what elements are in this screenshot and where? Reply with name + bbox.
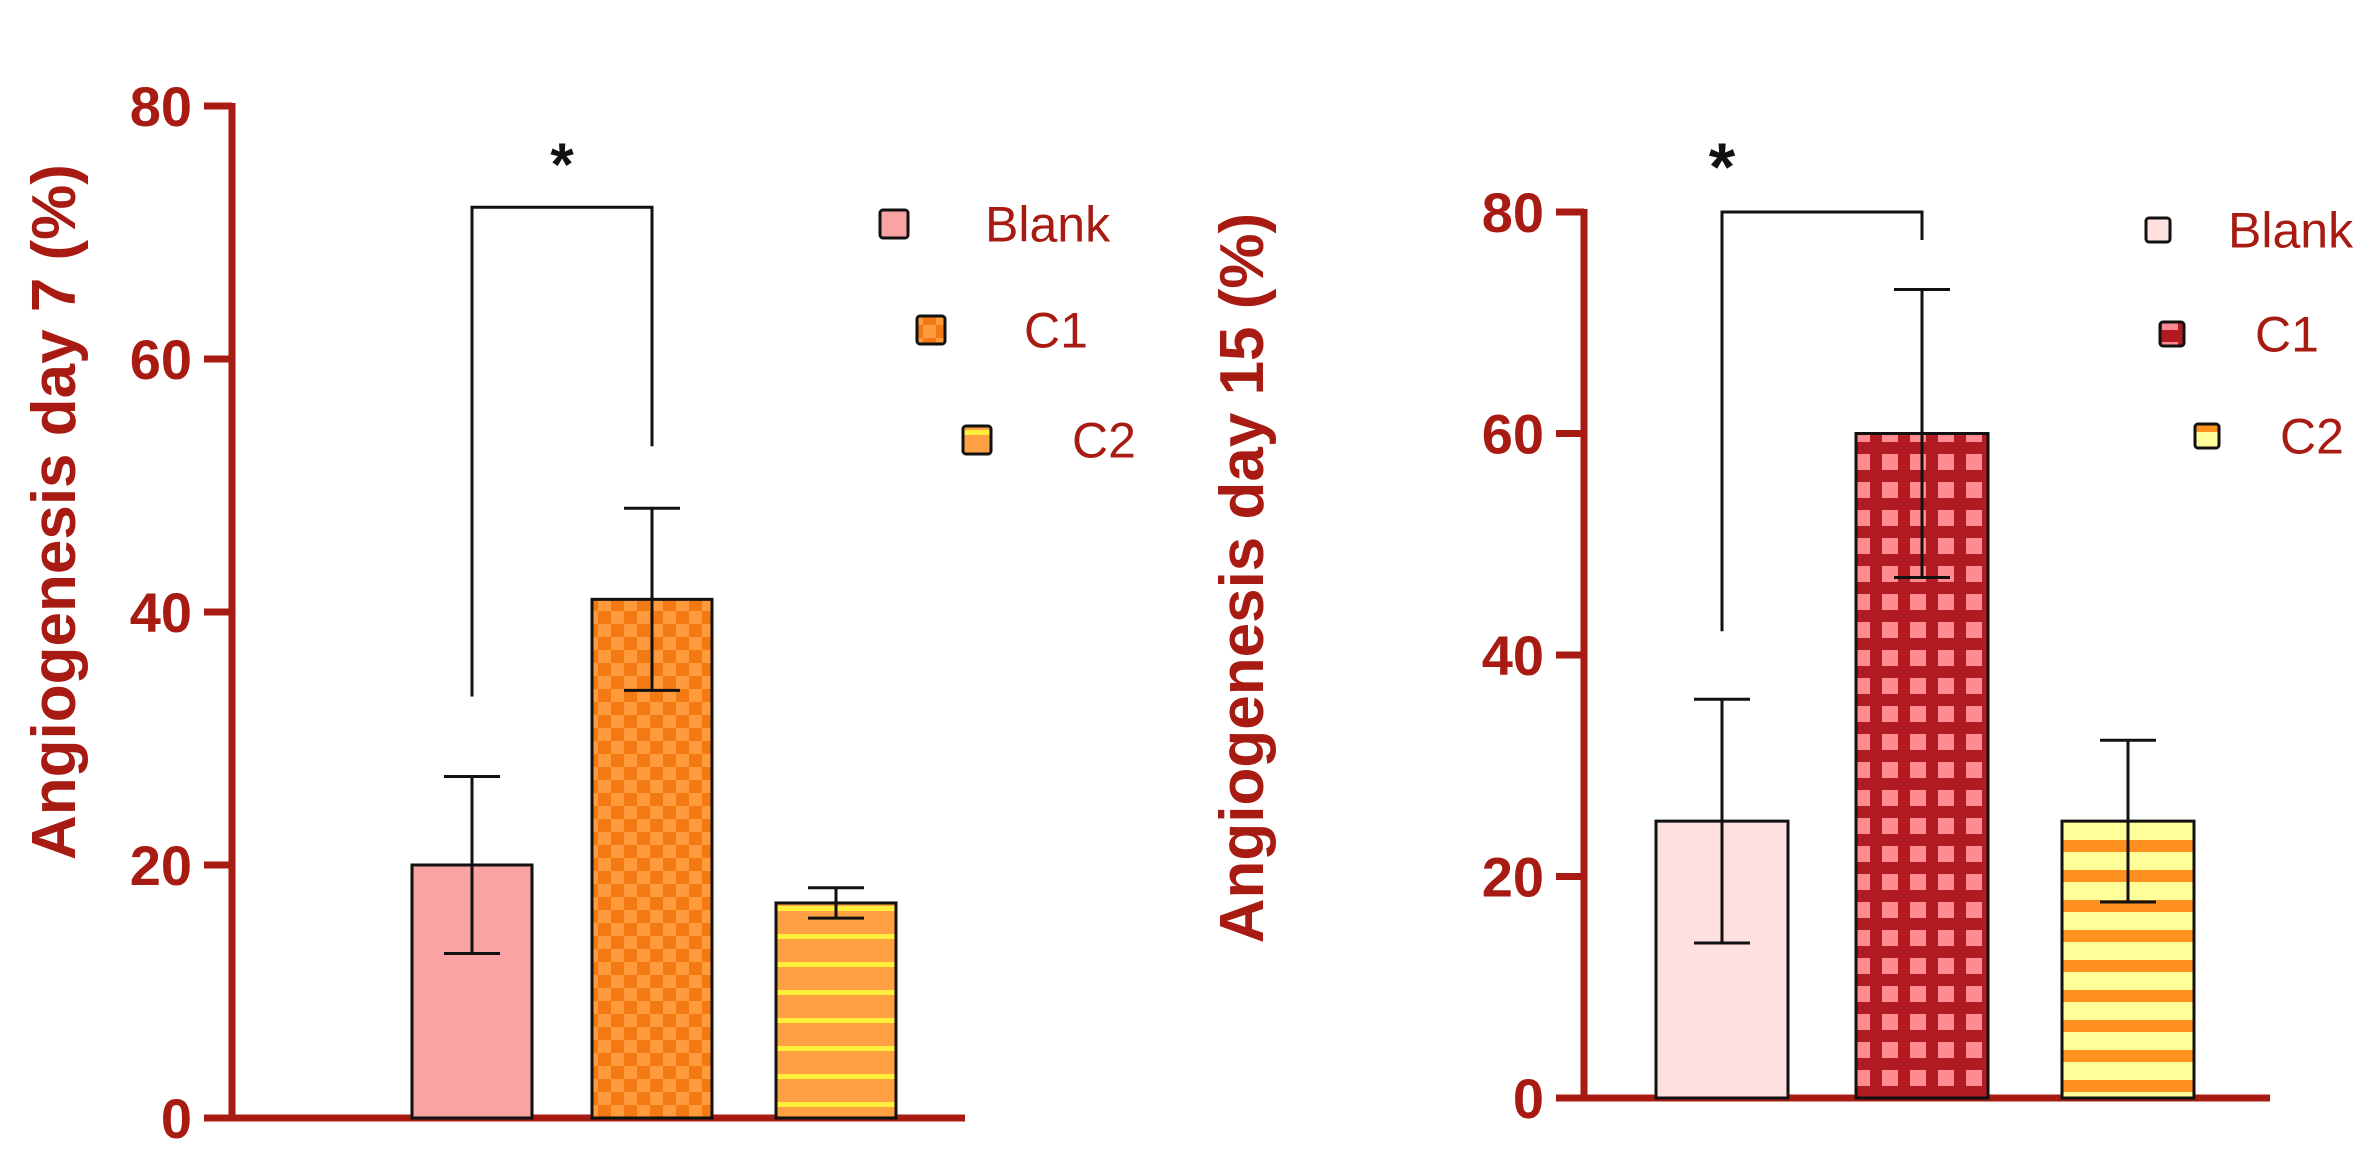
legend-label-c1: C1 — [2255, 307, 2319, 363]
legend-swatch-blank — [878, 208, 910, 240]
y-tick-label-1: 20 — [1482, 846, 1544, 909]
chart-day15: 0 20 40 60 80 Angiogenesis day 15 (%) * Blank C1… — [1208, 129, 2354, 1130]
y-tick-label-2: 40 — [1482, 624, 1544, 687]
y-tick-label-0: 0 — [161, 1087, 192, 1150]
legend-swatch-blank — [2144, 216, 2172, 244]
bar-c2 — [774, 901, 898, 1120]
legend-label-c2: C2 — [2280, 409, 2344, 465]
legend-label-c1: C1 — [1024, 303, 1088, 359]
legend-label-blank: Blank — [2228, 203, 2354, 259]
significance-label: * — [1709, 129, 1736, 205]
legend-label-c2: C2 — [1072, 413, 1136, 469]
significance-bracket — [470, 205, 654, 697]
y-axis-title: Angiogenesis day 7 (%) — [20, 164, 89, 860]
significance-bracket — [1720, 210, 1924, 632]
y-axis-title: Angiogenesis day 15 (%) — [1208, 213, 1277, 943]
y-tick-label-4: 80 — [130, 75, 192, 138]
y-tick-label-3: 60 — [130, 328, 192, 391]
legend-swatch-c2 — [961, 424, 993, 456]
legend-swatch-c1 — [2158, 320, 2186, 348]
legend-label-blank: Blank — [985, 197, 1111, 253]
chart-day7: 0 20 40 60 80 Angiogenesis day 7 (%) * Blank C1 C… — [20, 75, 1136, 1150]
legend-swatch-c2 — [2193, 422, 2221, 450]
y-tick-label-1: 20 — [130, 834, 192, 897]
y-tick-label-3: 60 — [1482, 403, 1544, 466]
y-tick-label-2: 40 — [130, 581, 192, 644]
significance-label: * — [550, 131, 574, 198]
legend-swatch-c1 — [915, 314, 947, 346]
y-tick-label-4: 80 — [1482, 181, 1544, 244]
y-tick-label-0: 0 — [1513, 1067, 1544, 1130]
